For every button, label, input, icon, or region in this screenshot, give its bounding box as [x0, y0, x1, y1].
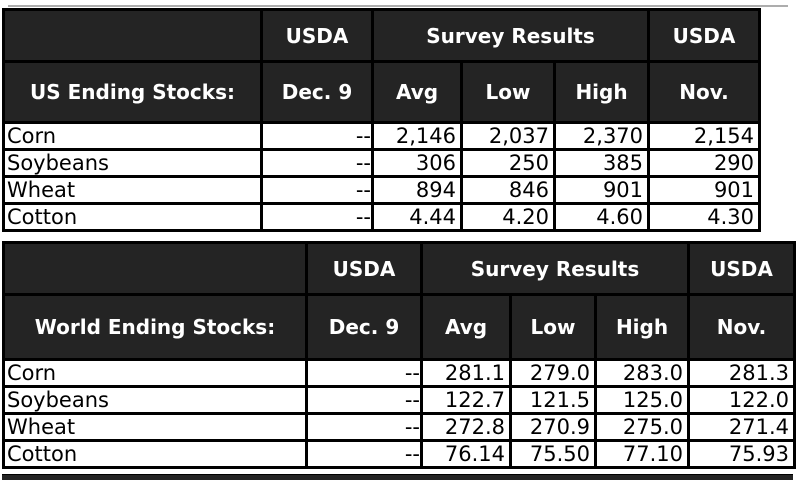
cell-low: 121.5 [509, 385, 597, 415]
col-header-nov: Nov. [647, 60, 762, 124]
table-row-corn: Corn -- 281.1 279.0 283.0 281.3 [2, 358, 796, 388]
col-header-high: High [552, 60, 651, 124]
cell-low: 4.20 [460, 202, 556, 232]
cell-nov: 2,154 [647, 121, 762, 151]
col-header-dec9: Dec. 9 [305, 293, 423, 361]
cell-high: 77.10 [593, 439, 691, 469]
table-row-soybeans: Soybeans -- 306 250 385 290 [2, 148, 762, 178]
cell-avg: 306 [371, 148, 463, 178]
row-label: Cotton [2, 439, 308, 469]
col-header-nov: Nov. [687, 293, 796, 361]
group-header-row: USDA Survey Results USDA [2, 241, 796, 296]
cell-avg: 281.1 [420, 358, 512, 388]
cell-high: 385 [552, 148, 651, 178]
table-title-world-ending-stocks: World Ending Stocks: [2, 293, 308, 361]
col-header-low: Low [509, 293, 597, 361]
world-ending-stocks-table: USDA Survey Results USDA World Ending St… [2, 241, 796, 469]
col-header-low: Low [460, 60, 556, 124]
cell-avg: 76.14 [420, 439, 512, 469]
cell-low: 279.0 [509, 358, 597, 388]
cell-nov: 290 [647, 148, 762, 178]
us-ending-stocks-table: USDA Survey Results USDA US Ending Stock… [2, 8, 762, 232]
table-row-cotton: Cotton -- 76.14 75.50 77.10 75.93 [2, 439, 796, 469]
cell-dec9: -- [260, 202, 374, 232]
usda-nov-group-header: USDA [687, 241, 796, 296]
usda-nov-group-header: USDA [647, 8, 762, 63]
cell-high: 283.0 [593, 358, 691, 388]
table-row-wheat: Wheat -- 272.8 270.9 275.0 271.4 [2, 412, 796, 442]
cell-nov: 75.93 [687, 439, 796, 469]
cell-nov: 901 [647, 175, 762, 205]
cell-dec9: -- [260, 121, 374, 151]
cell-avg: 894 [371, 175, 463, 205]
cell-low: 250 [460, 148, 556, 178]
col-header-high: High [593, 293, 691, 361]
cell-avg: 272.8 [420, 412, 512, 442]
row-label: Wheat [2, 412, 308, 442]
cutoff-next-table-header-strip [2, 474, 793, 480]
cell-nov: 271.4 [687, 412, 796, 442]
cell-high: 125.0 [593, 385, 691, 415]
cell-nov: 4.30 [647, 202, 762, 232]
survey-results-group-header: Survey Results [419, 241, 691, 296]
column-header-row: US Ending Stocks: Dec. 9 Avg Low High No… [2, 60, 762, 124]
table-row-soybeans: Soybeans -- 122.7 121.5 125.0 122.0 [2, 385, 796, 415]
cell-avg: 2,146 [371, 121, 463, 151]
cell-high: 2,370 [552, 121, 651, 151]
row-label: Soybeans [2, 148, 263, 178]
row-label: Cotton [2, 202, 263, 232]
top-divider-line [8, 5, 788, 7]
cell-high: 4.60 [552, 202, 651, 232]
blank-header-cell [2, 241, 308, 296]
survey-results-group-header: Survey Results [370, 8, 651, 63]
column-header-row: World Ending Stocks: Dec. 9 Avg Low High… [2, 293, 796, 361]
cell-low: 2,037 [460, 121, 556, 151]
row-label: Corn [2, 358, 308, 388]
row-label: Corn [2, 121, 263, 151]
col-header-avg: Avg [371, 60, 463, 124]
table-title-us-ending-stocks: US Ending Stocks: [2, 60, 263, 124]
blank-header-cell [2, 8, 263, 63]
cell-high: 275.0 [593, 412, 691, 442]
cell-low: 270.9 [509, 412, 597, 442]
table-row-cotton: Cotton -- 4.44 4.20 4.60 4.30 [2, 202, 762, 232]
table-row-wheat: Wheat -- 894 846 901 901 [2, 175, 762, 205]
cell-dec9: -- [305, 385, 423, 415]
row-label: Soybeans [2, 385, 308, 415]
cell-dec9: -- [305, 358, 423, 388]
cell-low: 75.50 [509, 439, 597, 469]
cell-dec9: -- [260, 175, 374, 205]
group-header-row: USDA Survey Results USDA [2, 8, 762, 63]
cell-dec9: -- [305, 412, 423, 442]
usda-dec9-group-header: USDA [305, 241, 423, 296]
cell-dec9: -- [260, 148, 374, 178]
col-header-dec9: Dec. 9 [260, 60, 374, 124]
col-header-avg: Avg [420, 293, 512, 361]
table-row-corn: Corn -- 2,146 2,037 2,370 2,154 [2, 121, 762, 151]
cell-nov: 122.0 [687, 385, 796, 415]
usda-dec9-group-header: USDA [260, 8, 374, 63]
cell-avg: 4.44 [371, 202, 463, 232]
cell-dec9: -- [305, 439, 423, 469]
cell-low: 846 [460, 175, 556, 205]
cell-high: 901 [552, 175, 651, 205]
cell-nov: 281.3 [687, 358, 796, 388]
row-label: Wheat [2, 175, 263, 205]
cell-avg: 122.7 [420, 385, 512, 415]
